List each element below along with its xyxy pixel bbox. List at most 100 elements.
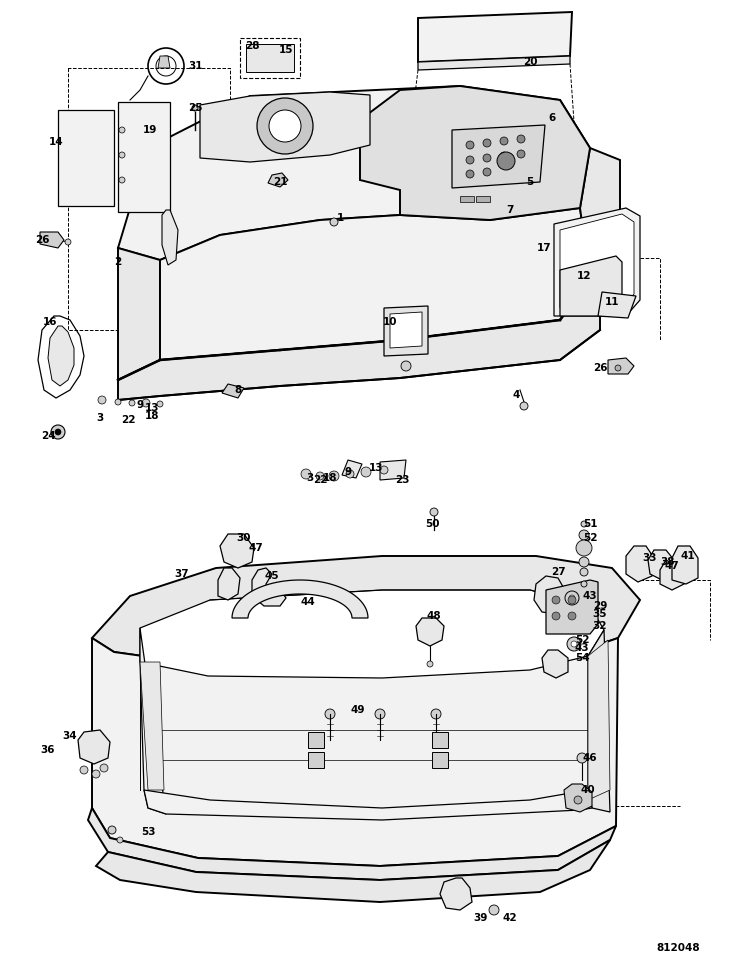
Text: 23: 23 (394, 475, 410, 485)
Polygon shape (608, 358, 634, 374)
Circle shape (483, 139, 491, 147)
Circle shape (580, 568, 588, 576)
Polygon shape (92, 638, 618, 866)
Circle shape (192, 105, 198, 111)
Circle shape (108, 826, 116, 834)
Polygon shape (660, 560, 684, 590)
Text: 15: 15 (279, 45, 293, 55)
Circle shape (574, 796, 582, 804)
Polygon shape (390, 312, 422, 348)
Circle shape (489, 905, 499, 915)
Polygon shape (118, 86, 590, 260)
Text: 10: 10 (382, 317, 398, 327)
Polygon shape (222, 384, 244, 398)
Polygon shape (588, 640, 610, 800)
Circle shape (65, 239, 71, 245)
Polygon shape (58, 110, 114, 206)
Circle shape (100, 764, 108, 772)
Polygon shape (40, 232, 64, 248)
Text: 14: 14 (49, 137, 63, 147)
Text: 18: 18 (322, 473, 338, 483)
Polygon shape (118, 280, 600, 400)
Text: 51: 51 (583, 519, 597, 529)
Text: 35: 35 (592, 609, 608, 619)
Polygon shape (440, 878, 472, 910)
Polygon shape (560, 256, 622, 316)
Text: 31: 31 (189, 61, 203, 71)
Text: 36: 36 (40, 745, 56, 755)
Polygon shape (598, 292, 636, 318)
Text: 46: 46 (583, 753, 597, 763)
Polygon shape (118, 248, 160, 380)
Text: 18: 18 (145, 411, 159, 421)
Text: 19: 19 (142, 125, 158, 135)
Circle shape (380, 466, 388, 474)
Circle shape (98, 396, 106, 404)
Polygon shape (360, 86, 590, 220)
Polygon shape (144, 790, 592, 820)
Circle shape (517, 135, 525, 143)
Bar (246, 44, 294, 72)
Polygon shape (140, 662, 164, 790)
Text: 43: 43 (583, 591, 597, 601)
Polygon shape (432, 732, 448, 748)
Text: 49: 49 (351, 705, 365, 715)
Text: 47: 47 (664, 561, 680, 571)
Circle shape (361, 467, 371, 477)
Polygon shape (140, 628, 166, 814)
Text: 6: 6 (548, 113, 556, 123)
Text: 11: 11 (604, 297, 619, 307)
Polygon shape (218, 568, 240, 600)
Circle shape (577, 753, 587, 763)
Text: 812048: 812048 (656, 943, 700, 953)
Polygon shape (342, 460, 362, 478)
Circle shape (430, 508, 438, 516)
Polygon shape (588, 630, 610, 812)
Polygon shape (418, 56, 570, 70)
Circle shape (117, 837, 123, 843)
Circle shape (567, 637, 581, 651)
Text: 34: 34 (63, 731, 77, 741)
Text: 8: 8 (234, 385, 242, 395)
Text: 2: 2 (114, 257, 122, 267)
Text: 48: 48 (427, 611, 441, 621)
Polygon shape (268, 173, 288, 187)
Polygon shape (200, 92, 370, 162)
Polygon shape (308, 732, 324, 748)
Polygon shape (88, 808, 616, 880)
Polygon shape (160, 208, 590, 360)
Polygon shape (580, 148, 620, 300)
Text: 47: 47 (248, 543, 263, 553)
Circle shape (579, 530, 589, 540)
Circle shape (375, 709, 385, 719)
Circle shape (500, 152, 508, 160)
Polygon shape (560, 214, 634, 308)
Polygon shape (432, 752, 448, 768)
Text: 22: 22 (313, 475, 327, 485)
Circle shape (92, 770, 100, 778)
Circle shape (301, 469, 311, 479)
Circle shape (552, 596, 560, 604)
Text: 12: 12 (577, 271, 591, 281)
Text: 25: 25 (188, 103, 202, 113)
Polygon shape (626, 546, 654, 582)
Circle shape (615, 365, 621, 371)
Text: 22: 22 (121, 415, 135, 425)
Polygon shape (220, 534, 254, 568)
Text: 37: 37 (175, 569, 189, 579)
Text: 28: 28 (244, 41, 260, 51)
Circle shape (483, 154, 491, 162)
Text: 50: 50 (424, 519, 439, 529)
Text: 9: 9 (136, 400, 143, 410)
Circle shape (520, 402, 528, 410)
Text: 30: 30 (237, 533, 251, 543)
Circle shape (330, 218, 338, 226)
Text: 52: 52 (583, 533, 597, 543)
Bar (240, 38, 300, 78)
Circle shape (55, 429, 61, 435)
Circle shape (581, 581, 587, 587)
Polygon shape (78, 730, 110, 764)
Circle shape (427, 661, 433, 667)
Polygon shape (452, 125, 545, 188)
Text: 39: 39 (472, 913, 488, 923)
